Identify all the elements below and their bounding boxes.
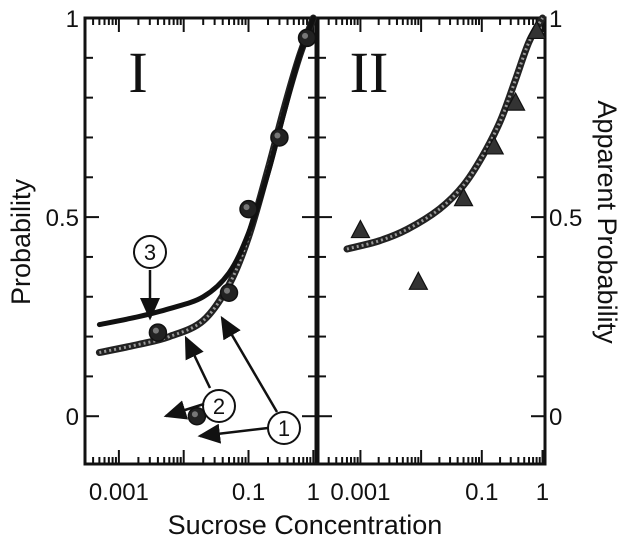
panel-II-y-tick-label: 1 — [549, 6, 562, 33]
annotation-3-label: 3 — [144, 240, 156, 265]
panel-II-x-tick-label: 1 — [536, 479, 549, 506]
panel-I-data-point-highlight — [152, 327, 159, 334]
panel-I-x-tick-label: 0.001 — [89, 479, 149, 506]
panel-I-data-point-highlight — [223, 287, 230, 294]
panel-II-data-point — [350, 219, 371, 239]
panel-II-data-point — [453, 187, 474, 207]
annotation-3-label-ring — [133, 235, 167, 269]
panel-II-frame — [316, 16, 547, 466]
panel-I-y-tick-label: 1 — [66, 6, 79, 33]
panel-II-label: II — [350, 40, 389, 105]
panel-II-data-point — [484, 135, 505, 155]
annotation-2-label-ring — [202, 389, 236, 423]
annotation-1-arrow — [197, 423, 269, 444]
annotation-1-label: 1 — [278, 416, 290, 441]
annotation-2-arrow — [163, 400, 205, 420]
panel-II-data-point — [526, 20, 547, 40]
panel-I: I 0.001 0.1 1 0 0.5 1 3 2 1 — [46, 6, 320, 506]
x-axis-label: Sucrose Concentration — [168, 510, 443, 540]
y-axis-label-right: Apparent Probability — [592, 100, 620, 344]
panel-I-label: I — [128, 40, 147, 105]
panel-I-series — [95, 14, 317, 426]
panel-II-series — [343, 14, 547, 290]
panel-II: II 0.001 0.1 1 0 0.5 1 — [316, 6, 582, 506]
annotation-1-arrow — [220, 315, 279, 413]
panel-I-y-tick-label: 0.5 — [46, 205, 79, 232]
annotation-2-arrow — [184, 335, 212, 389]
panel-I-data-point-highlight — [302, 32, 309, 39]
panel-I-annotations: 3 2 1 — [133, 235, 301, 445]
panel-I-data-point-highlight — [274, 132, 281, 139]
y-axis-label-left: Probability — [6, 178, 36, 305]
panel-I-frame — [83, 16, 318, 466]
panel-I-y-tick-label: 0 — [66, 404, 79, 431]
panel-II-x-tick-label: 0.1 — [465, 479, 498, 506]
panel-II-ticks: 0.001 0.1 1 0 0.5 1 — [317, 6, 582, 506]
annotation-2-label: 2 — [213, 394, 225, 419]
panel-I-x-tick-label: 1 — [307, 479, 320, 506]
panel-II-data-point — [408, 271, 429, 290]
panel-II-y-tick-label: 0 — [549, 404, 562, 431]
panel-II-y-tick-label: 0.5 — [549, 205, 582, 232]
panel-I-data-point-highlight — [191, 411, 198, 418]
panel-II-series-line-texture — [346, 17, 544, 251]
panel-II-x-tick-label: 0.001 — [330, 479, 390, 506]
panel-I-x-tick-label: 0.1 — [232, 479, 265, 506]
panel-I-data-point-highlight — [243, 204, 250, 211]
panel-I-ticks: 0.001 0.1 1 0 0.5 1 — [46, 6, 320, 506]
panel-II-data-point — [505, 91, 526, 111]
